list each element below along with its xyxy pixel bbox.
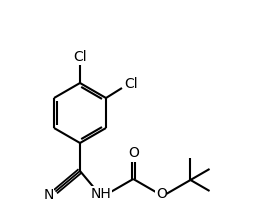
Text: N: N xyxy=(43,187,54,202)
Text: Cl: Cl xyxy=(73,50,87,64)
Text: NH: NH xyxy=(91,187,112,201)
Text: O: O xyxy=(128,146,139,160)
Text: O: O xyxy=(156,187,167,201)
Text: Cl: Cl xyxy=(124,77,138,91)
